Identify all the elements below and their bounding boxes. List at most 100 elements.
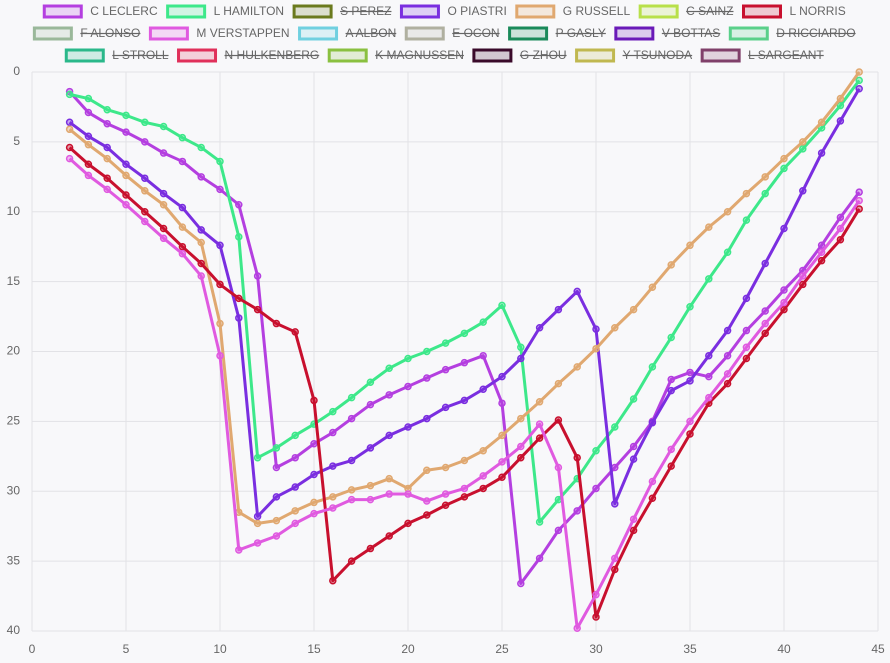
data-point: [366, 481, 375, 490]
data-point: [592, 344, 600, 353]
legend-label: C SAINZ: [686, 4, 733, 18]
data-point: [761, 329, 769, 338]
legend-item[interactable]: N HULKENBERG: [177, 48, 320, 63]
data-point: [178, 157, 187, 166]
data-point: [141, 187, 149, 195]
data-point: [178, 203, 187, 212]
data-point: [573, 624, 581, 632]
data-point: [611, 423, 619, 431]
legend-swatch: [742, 4, 782, 19]
legend-item[interactable]: P GASLY: [508, 26, 606, 41]
legend-item[interactable]: D RICCIARDO: [728, 26, 856, 41]
data-point: [423, 497, 431, 505]
data-point: [554, 305, 563, 314]
legend-item[interactable]: C LECLERC: [42, 4, 158, 19]
data-point: [535, 398, 544, 406]
legend-item[interactable]: L SARGEANT: [700, 48, 824, 63]
data-point: [799, 272, 807, 280]
data-point: [159, 122, 168, 131]
data-point: [159, 201, 168, 209]
data-point: [310, 509, 318, 518]
data-point: [460, 396, 469, 405]
data-point: [648, 419, 657, 427]
data-point: [611, 463, 619, 472]
data-point: [629, 515, 638, 523]
data-point: [667, 462, 675, 470]
x-tick-label: 30: [589, 642, 603, 656]
data-point: [65, 118, 74, 127]
data-point: [441, 403, 450, 412]
y-tick-label: 0: [13, 64, 20, 78]
legend-item[interactable]: E OCON: [404, 26, 500, 41]
data-point: [686, 241, 694, 250]
legend-item[interactable]: M VERSTAPPEN: [148, 26, 290, 41]
data-point: [817, 248, 826, 257]
data-point: [535, 518, 544, 526]
data-point: [178, 223, 187, 231]
data-point: [178, 133, 187, 142]
data-point: [159, 224, 168, 233]
data-point: [742, 294, 751, 303]
data-point: [498, 431, 506, 440]
data-point: [103, 154, 111, 163]
data-point: [197, 238, 205, 247]
legend-item[interactable]: O PIASTRI: [399, 4, 507, 19]
legend-item[interactable]: G ZHOU: [472, 48, 567, 63]
data-point: [573, 507, 581, 515]
data-point: [554, 416, 563, 424]
data-point: [855, 85, 863, 93]
data-point: [235, 314, 243, 322]
data-point: [817, 118, 826, 127]
data-point: [366, 495, 375, 504]
data-point: [84, 132, 93, 141]
data-point: [423, 374, 431, 382]
data-point: [592, 484, 600, 493]
legend-item[interactable]: L HAMILTON: [166, 4, 284, 19]
legend-item[interactable]: G RUSSELL: [515, 4, 631, 19]
data-point: [197, 259, 205, 268]
legend-label: L SARGEANT: [748, 48, 824, 62]
legend-swatch: [292, 4, 333, 19]
legend-swatch: [177, 48, 218, 63]
legend-label: P GASLY: [556, 26, 606, 40]
legend-item[interactable]: A ALBON: [298, 26, 397, 41]
data-point: [705, 223, 713, 231]
legend-item[interactable]: K MAGNUSSEN: [327, 48, 464, 63]
legend-item[interactable]: F ALONSO: [32, 26, 140, 41]
legend-item[interactable]: L NORRIS: [742, 4, 846, 19]
legend-label: Y TSUNODA: [623, 48, 693, 62]
data-point: [291, 519, 299, 528]
data-point: [253, 453, 262, 462]
legend-label: O PIASTRI: [447, 4, 506, 18]
legend-swatch: [508, 26, 549, 41]
y-tick-label: 5: [13, 134, 20, 148]
data-point: [817, 149, 826, 157]
legend-label: L HAMILTON: [214, 4, 284, 18]
data-point: [347, 414, 356, 423]
x-tick-label: 35: [683, 642, 697, 656]
legend-item[interactable]: S PEREZ: [292, 4, 391, 19]
data-point: [253, 519, 262, 528]
legend-item[interactable]: V BOTTAS: [614, 26, 720, 41]
data-point: [122, 201, 130, 209]
legend-swatch: [404, 26, 445, 41]
data-point: [460, 456, 469, 465]
legend-item[interactable]: Y TSUNODA: [575, 48, 693, 63]
data-point: [705, 351, 713, 360]
data-point: [855, 205, 863, 213]
data-point: [310, 498, 318, 507]
data-point: [310, 439, 318, 448]
data-point: [742, 354, 751, 363]
data-point: [178, 242, 187, 251]
data-point: [272, 516, 281, 525]
data-point: [554, 526, 563, 535]
legend-item[interactable]: L STROLL: [64, 48, 169, 63]
legend-swatch: [638, 4, 679, 19]
data-point: [366, 400, 375, 409]
legend-item[interactable]: C SAINZ: [638, 4, 734, 19]
legend-swatch: [728, 26, 769, 41]
data-point: [197, 226, 205, 234]
data-point: [648, 363, 657, 371]
legend-label: D RICCIARDO: [776, 26, 855, 40]
data-point: [103, 174, 111, 182]
